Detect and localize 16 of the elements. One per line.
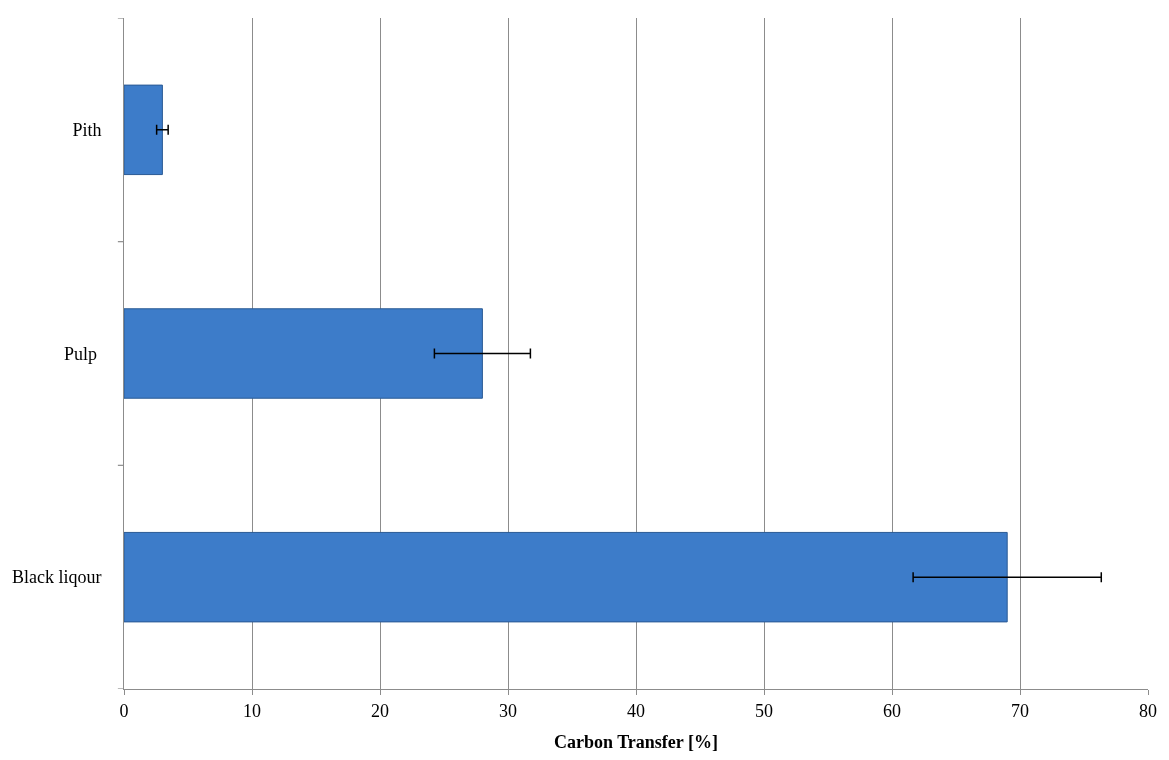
x-tick-label: 40 (627, 700, 645, 721)
x-tick-label: 10 (243, 700, 261, 721)
y-tick-label: Black liqour (11, 567, 102, 588)
x-tick-label: 60 (883, 700, 901, 721)
x-tick-label: 0 (119, 700, 129, 721)
bar (124, 308, 483, 399)
x-tick-label: 80 (1139, 700, 1157, 721)
x-tick-label: 70 (1011, 700, 1029, 721)
y-tick-label: Pulp (63, 343, 102, 364)
x-axis-title: Carbon Transfer [%] (554, 731, 718, 752)
bar (124, 531, 1008, 623)
y-tick-label: Pith (72, 120, 102, 141)
x-tick-label: 20 (371, 700, 389, 721)
x-tick-label: 50 (755, 700, 773, 721)
bar (124, 84, 163, 176)
x-tick-label: 30 (499, 700, 517, 721)
